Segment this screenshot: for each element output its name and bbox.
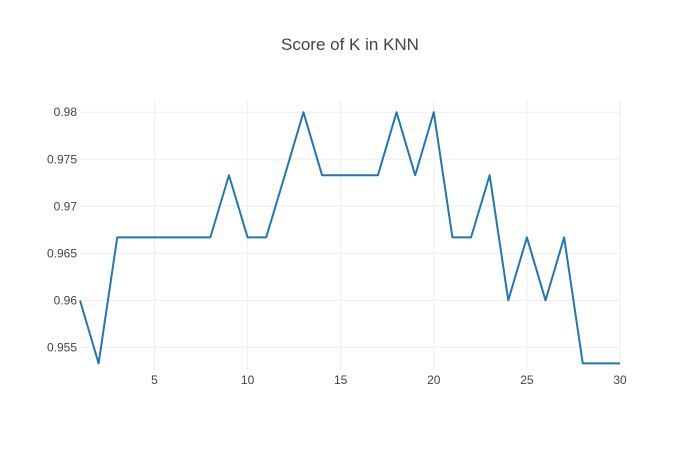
data-point[interactable] (598, 360, 604, 366)
series-line (79, 111, 620, 365)
data-point[interactable] (468, 234, 474, 240)
data-point[interactable] (449, 234, 455, 240)
data-point[interactable] (189, 234, 195, 240)
data-point[interactable] (114, 234, 120, 240)
data-point[interactable] (170, 234, 176, 240)
data-point[interactable] (226, 172, 232, 178)
data-point[interactable] (133, 234, 139, 240)
data-point[interactable] (524, 234, 530, 240)
x-tick-label: 20 (427, 373, 441, 387)
data-point[interactable] (356, 172, 362, 178)
data-point[interactable] (487, 172, 493, 178)
data-point[interactable] (77, 297, 83, 303)
data-point[interactable] (543, 297, 549, 303)
x-tick-label: 30 (613, 373, 627, 387)
data-point[interactable] (151, 234, 157, 240)
y-axis-ticks: 0.955 0.96 0.965 0.97 0.975 0.98 (47, 105, 77, 354)
data-point[interactable] (300, 109, 306, 115)
data-point[interactable] (431, 109, 437, 115)
y-tick-label: 0.955 (47, 340, 77, 354)
data-point[interactable] (617, 360, 623, 366)
data-point[interactable] (207, 234, 213, 240)
data-point[interactable] (338, 172, 344, 178)
data-point[interactable] (282, 172, 288, 178)
y-tick-label: 0.975 (47, 152, 77, 166)
data-point[interactable] (561, 234, 567, 240)
series-layer (77, 109, 623, 366)
data-point[interactable] (412, 172, 418, 178)
y-tick-label: 0.98 (54, 105, 78, 119)
data-point[interactable] (96, 360, 102, 366)
data-point[interactable] (505, 297, 511, 303)
grid-lines (80, 100, 621, 370)
data-point[interactable] (319, 172, 325, 178)
data-point[interactable] (245, 234, 251, 240)
x-tick-label: 10 (241, 373, 255, 387)
x-tick-label: 5 (151, 373, 158, 387)
y-tick-label: 0.96 (54, 293, 78, 307)
x-tick-label: 15 (334, 373, 348, 387)
y-tick-label: 0.965 (47, 246, 77, 260)
x-tick-label: 25 (520, 373, 534, 387)
data-point[interactable] (394, 109, 400, 115)
data-point[interactable] (375, 172, 381, 178)
y-tick-label: 0.97 (54, 199, 78, 213)
chart-title: Score of K in KNN (281, 35, 419, 54)
data-point[interactable] (580, 360, 586, 366)
data-point[interactable] (263, 234, 269, 240)
x-axis-ticks: 5 10 15 20 25 30 (151, 373, 627, 387)
